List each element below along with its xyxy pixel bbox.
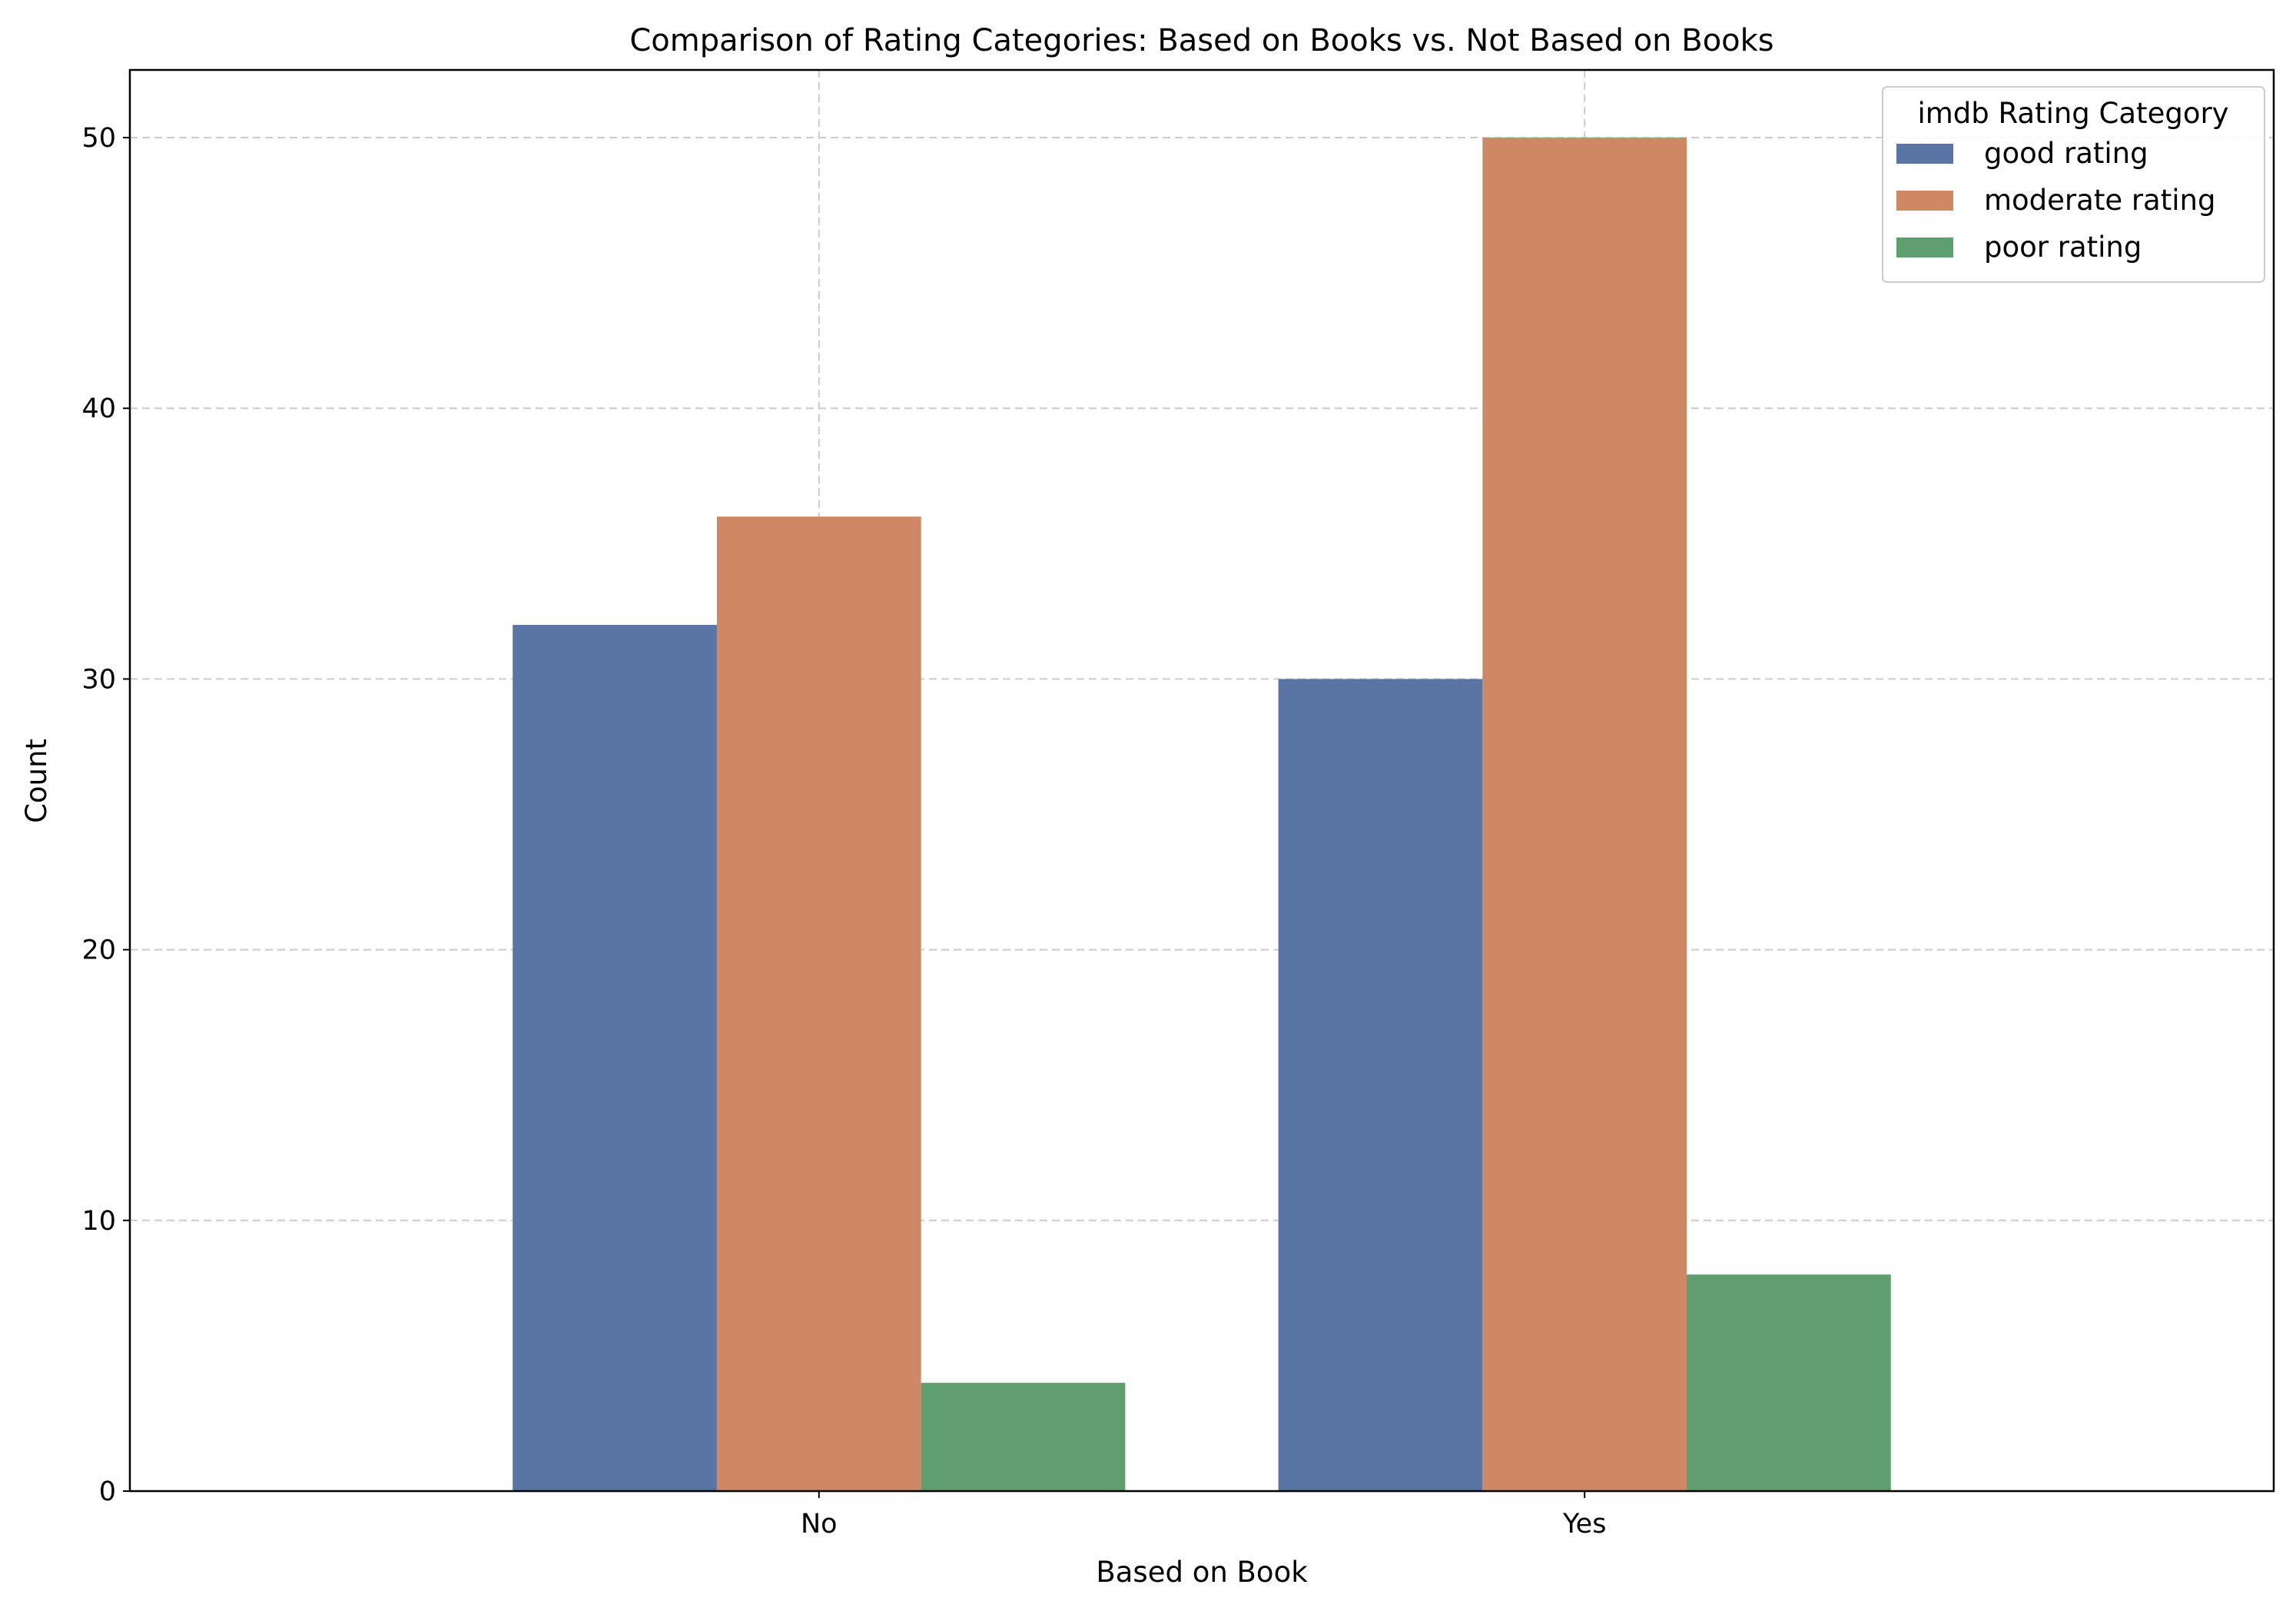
legend: imdb Rating Category good rating moderate…	[1882, 86, 2265, 283]
bar	[921, 1383, 1126, 1491]
x-tick-label: No	[801, 1509, 838, 1540]
bar	[716, 517, 921, 1491]
legend-swatch	[1896, 144, 1953, 164]
bar	[513, 624, 717, 1491]
legend-title: imdb Rating Category	[1917, 97, 2228, 130]
y-tick-label: 30	[81, 664, 116, 695]
legend-label: poor rating	[1984, 231, 2142, 264]
plot-frame	[128, 68, 2275, 1493]
x-axis-label: Based on Book	[1096, 1556, 1308, 1589]
axis-ticks: 0 10 20 30 40 50 No Yes	[81, 123, 1606, 1540]
grid-lines	[130, 70, 2274, 1492]
bar	[1482, 138, 1687, 1492]
legend-label: moderate rating	[1984, 184, 2215, 217]
chart-title: Comparison of Rating Categories: Based o…	[629, 23, 1773, 58]
x-tick-label: Yes	[1562, 1509, 1607, 1540]
legend-swatch	[1896, 237, 1953, 257]
y-axis-label: Count	[20, 739, 53, 823]
y-tick-label: 10	[81, 1206, 116, 1237]
bar	[1687, 1274, 1891, 1491]
bar	[1278, 679, 1483, 1491]
legend-box	[1882, 86, 2265, 283]
y-tick-label: 50	[81, 123, 116, 154]
legend-swatch	[1896, 191, 1953, 211]
y-tick-label: 20	[81, 935, 116, 966]
y-tick-label: 0	[99, 1476, 116, 1507]
legend-label: good rating	[1984, 137, 2148, 170]
y-tick-label: 40	[81, 394, 116, 424]
bars	[513, 138, 1891, 1492]
